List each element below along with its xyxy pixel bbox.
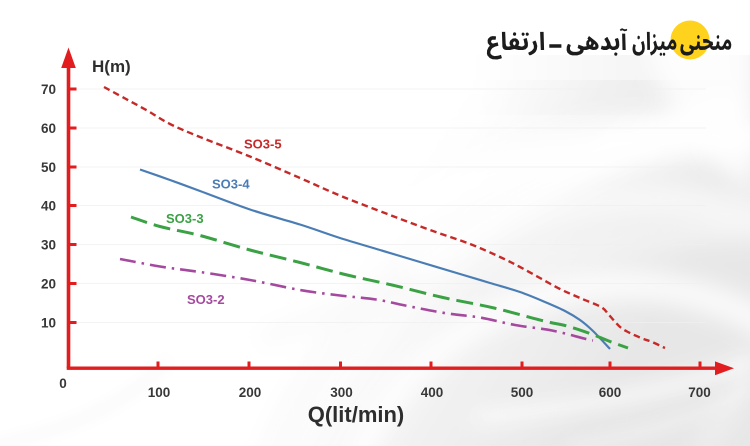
svg-text:0: 0 [59, 376, 67, 391]
svg-text:40: 40 [41, 199, 56, 214]
svg-text:60: 60 [41, 121, 56, 136]
svg-text:300: 300 [330, 385, 353, 400]
svg-text:100: 100 [148, 385, 171, 400]
svg-text:H(m): H(m) [92, 57, 131, 76]
svg-text:70: 70 [41, 82, 56, 97]
svg-text:10: 10 [41, 316, 56, 331]
svg-text:600: 600 [599, 385, 622, 400]
svg-text:30: 30 [41, 238, 56, 253]
svg-text:400: 400 [421, 385, 444, 400]
svg-text:SO3-5: SO3-5 [244, 137, 282, 152]
svg-text:700: 700 [688, 385, 711, 400]
svg-text:20: 20 [41, 277, 56, 292]
svg-text:Q(lit/min): Q(lit/min) [308, 402, 405, 427]
svg-text:SO3-4: SO3-4 [212, 177, 250, 192]
svg-text:SO3-3: SO3-3 [166, 211, 204, 226]
svg-text:200: 200 [239, 385, 262, 400]
svg-text:SO3-2: SO3-2 [187, 292, 225, 307]
svg-text:50: 50 [41, 160, 56, 175]
svg-text:500: 500 [511, 385, 534, 400]
